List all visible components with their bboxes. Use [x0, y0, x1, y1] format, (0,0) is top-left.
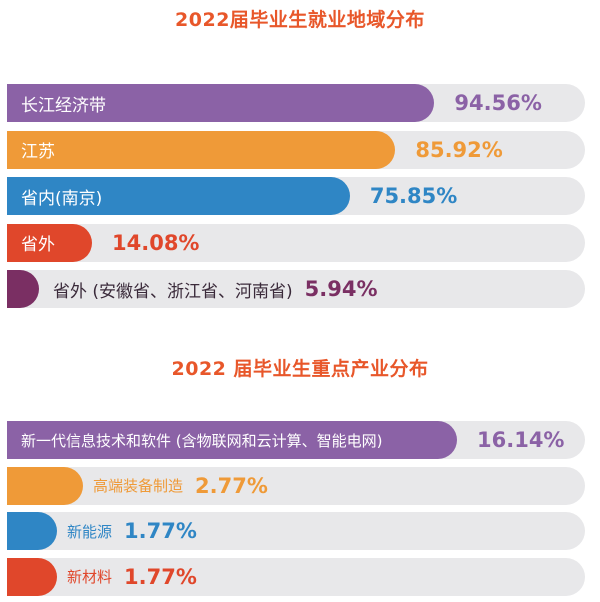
bar-value-label: 1.77% — [124, 519, 197, 543]
bar-value-label: 75.85% — [369, 184, 458, 208]
bar-track — [7, 512, 585, 550]
bar-row: 高端装备制造 2.77% — [7, 466, 585, 505]
bar-row: 新一代信息技术和软件 (含物联网和云计算、智能电网) 16.14% — [7, 421, 585, 459]
bar-row: 新能源 1.77% — [7, 512, 585, 550]
bar — [7, 130, 396, 169]
bar-track — [7, 270, 585, 308]
bar — [7, 177, 350, 215]
bar-track — [7, 466, 585, 505]
bar-category-label: 省外 — [21, 235, 55, 255]
chart-title-region: 2022届毕业生就业地域分布 — [175, 9, 425, 31]
bar-row: 省外 (安徽省、浙江省、河南省) 5.94% — [7, 270, 585, 308]
bar-category-label: 新材料 — [67, 568, 113, 586]
bar — [7, 512, 57, 550]
bar — [7, 270, 39, 308]
bar — [7, 557, 57, 596]
bar-category-label: 新能源 — [67, 522, 113, 541]
bar-value-label: 2.77% — [195, 473, 268, 498]
chart-title-industry: 2022 届毕业生重点产业分布 — [171, 358, 429, 380]
bar-row: 江苏 85.92% — [7, 130, 585, 169]
bar — [7, 223, 92, 262]
bar — [7, 466, 83, 505]
bar — [7, 421, 457, 459]
bar-category-label: 省内(南京) — [21, 188, 103, 209]
bar-category-label: 新一代信息技术和软件 (含物联网和云计算、智能电网) — [21, 431, 383, 450]
bar-value-label: 1.77% — [124, 564, 197, 589]
bar-value-label: 14.08% — [112, 230, 200, 255]
bar-category-label: 江苏 — [21, 142, 55, 162]
bar-row: 新材料 1.77% — [7, 557, 585, 596]
bar-row: 省外 14.08% — [7, 223, 585, 262]
bar-value-label: 94.56% — [454, 91, 542, 115]
bar-row: 省内(南京) 75.85% — [7, 177, 585, 215]
bar-value-label: 5.94% — [304, 277, 378, 301]
bar-track — [7, 223, 585, 262]
bar-row: 长江经济带 94.56% — [7, 84, 585, 122]
bar-category-label: 省外 (安徽省、浙江省、河南省) — [53, 281, 293, 302]
bar-value-label: 16.14% — [477, 428, 565, 452]
bar-value-label: 85.92% — [415, 137, 503, 162]
bar-track — [7, 557, 585, 596]
bar-category-label: 高端装备制造 — [93, 477, 184, 495]
bar — [7, 84, 435, 122]
bar-category-label: 长江经济带 — [21, 95, 106, 116]
